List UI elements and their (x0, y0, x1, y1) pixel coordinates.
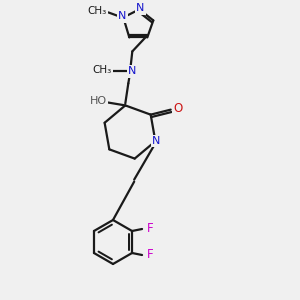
Text: F: F (147, 223, 153, 236)
Text: CH₃: CH₃ (93, 65, 112, 75)
Text: N: N (128, 66, 136, 76)
Text: N: N (136, 3, 145, 14)
Text: CH₃: CH₃ (88, 6, 107, 16)
Text: N: N (118, 11, 127, 21)
Text: N: N (152, 136, 160, 146)
Text: F: F (147, 248, 153, 262)
Text: HO: HO (90, 96, 107, 106)
Text: O: O (173, 102, 182, 115)
